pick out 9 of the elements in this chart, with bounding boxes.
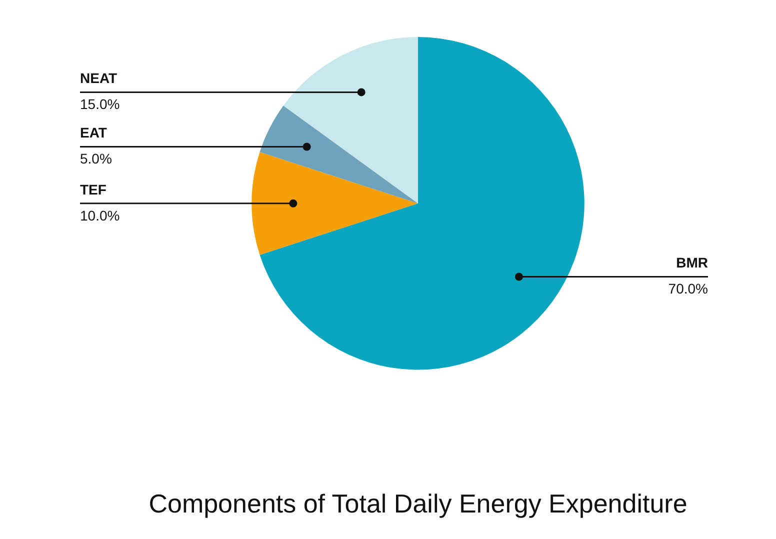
slice-label: BMR: [676, 254, 708, 271]
data-label: 70.0%: [668, 280, 708, 297]
slice-label: TEF: [80, 181, 107, 198]
data-label: 5.0%: [80, 150, 112, 167]
slice-label: EAT: [80, 124, 108, 141]
slice-label: NEAT: [80, 70, 118, 86]
data-label: 15.0%: [80, 96, 120, 112]
data-label: 10.0%: [80, 207, 120, 224]
text: Components of Total Daily Energy Expenditure: [148, 488, 688, 519]
